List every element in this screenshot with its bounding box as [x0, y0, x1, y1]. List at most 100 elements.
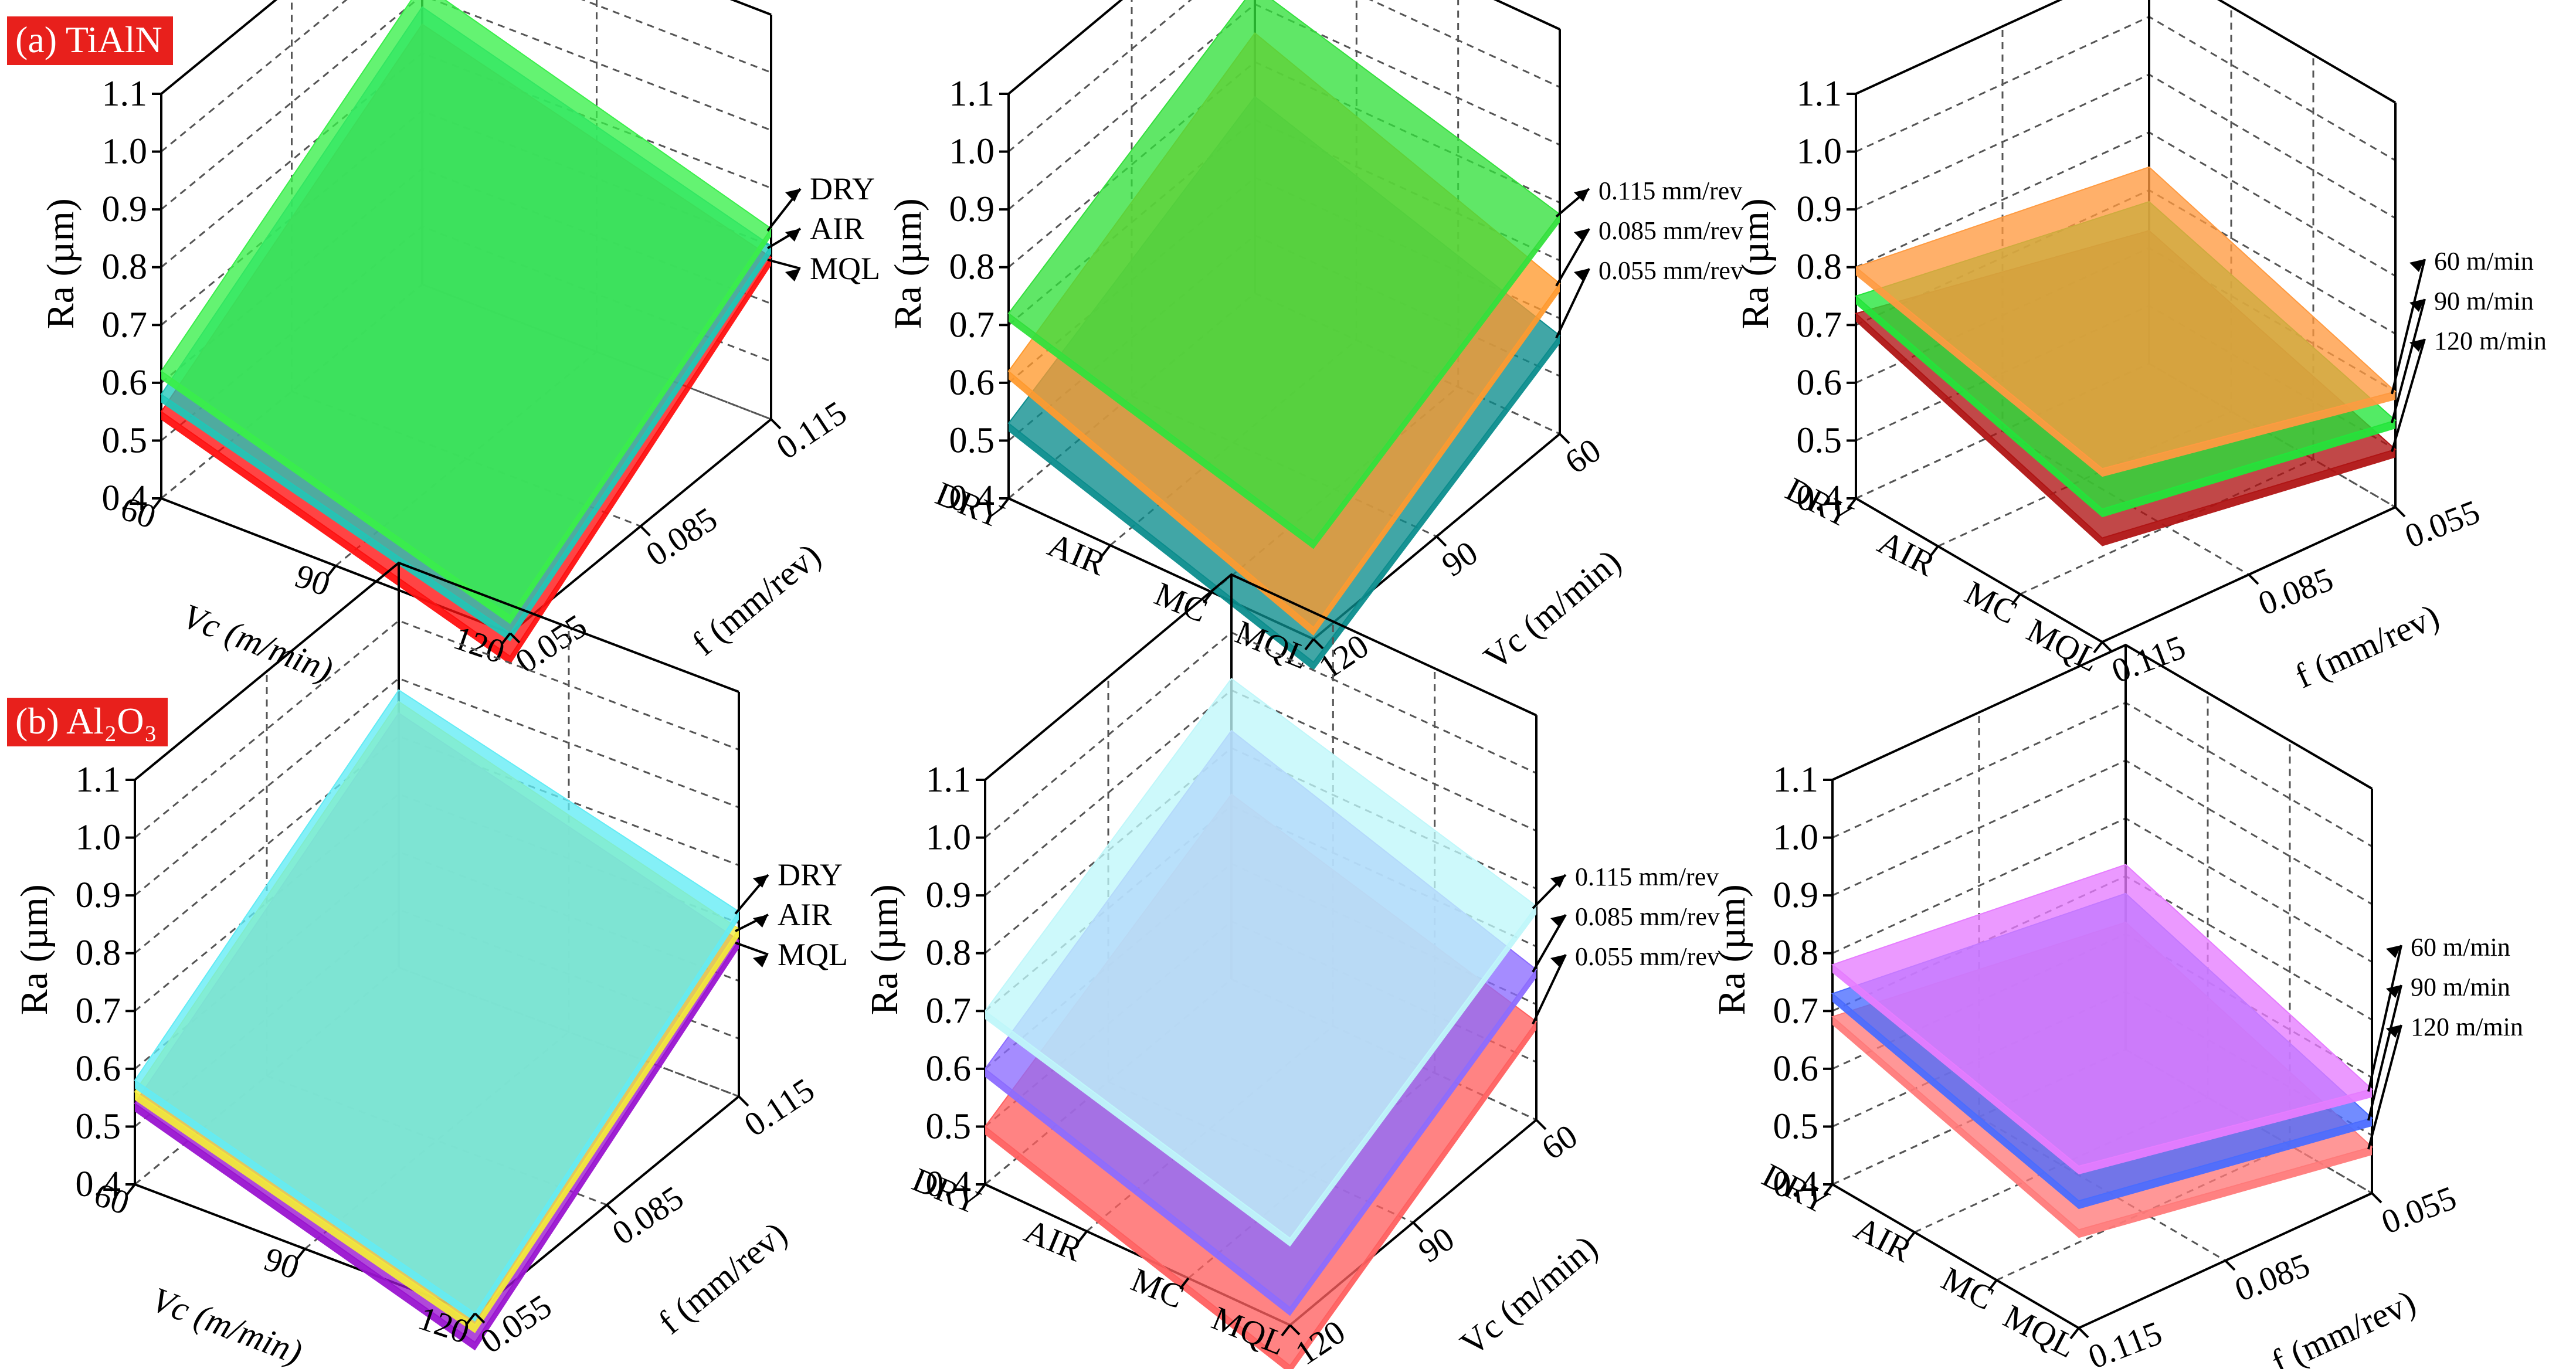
z-tick-label: 0.7: [949, 305, 995, 345]
leader-line: [735, 941, 769, 956]
z-tick-label: 0.7: [102, 305, 148, 345]
z-tick-label: 1.1: [76, 760, 121, 800]
gridline-z: [134, 735, 739, 954]
leader-arrowhead: [1550, 875, 1566, 888]
z-tick-label: 0.6: [1773, 1049, 1819, 1089]
x-tick-label: AIR: [1872, 523, 1942, 584]
x-tick: [1929, 545, 1939, 558]
gridline-floor: [2149, 362, 2396, 508]
y-tick: [474, 1312, 486, 1324]
panel-label-b: (b) Al₂O₃: [7, 698, 168, 747]
z-tick-label: 1.0: [949, 132, 995, 172]
leader-arrowhead: [2386, 985, 2401, 998]
series-label: 0.055 mm/rev: [1598, 256, 1743, 285]
axis-frame-top: [1832, 643, 2373, 790]
z-tick-label: 0.5: [76, 1106, 121, 1146]
z-tick-label: 0.7: [1797, 305, 1842, 345]
surface-DRY: [134, 689, 740, 1315]
leader-arrowhead: [2409, 259, 2425, 272]
z-tick-label: 0.6: [76, 1049, 121, 1089]
y-tick-label: 0.085: [2229, 1246, 2314, 1309]
leader-arrowhead: [1574, 229, 1589, 242]
leader-line: [767, 259, 801, 270]
gridline-z: [134, 677, 739, 896]
gridline-z: [161, 0, 772, 210]
z-tick-label: 0.5: [1773, 1106, 1819, 1146]
x-tick: [1905, 1231, 1916, 1244]
y-tick: [2224, 1259, 2236, 1271]
z-tick-label: 0.7: [926, 991, 972, 1031]
y-axis-title: Vc (m/min): [1477, 542, 1628, 677]
z-tick-label: 0.6: [102, 363, 148, 403]
z-axis-title: Ra (µm): [1734, 198, 1777, 329]
y-axis-title: f (mm/rev): [2289, 596, 2445, 695]
series-label: MQL: [810, 251, 880, 286]
x-tick-label: AIR: [1848, 1209, 1918, 1270]
y-tick: [1559, 433, 1570, 444]
z-tick-label: 0.8: [1773, 933, 1819, 973]
z-tick-label: 0.4: [1797, 478, 1842, 518]
x-tick: [2093, 641, 2103, 654]
y-tick-label: 0.055: [2376, 1179, 2461, 1241]
y-tick: [1289, 1324, 1301, 1336]
y-tick: [1312, 638, 1324, 650]
z-tick-label: 0.9: [76, 875, 121, 915]
axis-frame-top: [1855, 0, 2397, 104]
series-label: 120 m/min: [2411, 1013, 2523, 1041]
z-tick-label: 0.4: [1773, 1164, 1819, 1204]
series-label: 60 m/min: [2411, 933, 2510, 962]
x-tick: [1203, 591, 1213, 604]
gridline-z: [1855, 15, 2396, 161]
series-label: AIR: [810, 211, 864, 246]
y-tick-label: 0.055: [2399, 493, 2485, 555]
series-label: AIR: [778, 897, 832, 932]
y-tick: [2371, 1192, 2382, 1204]
z-tick-label: 0.5: [949, 420, 995, 460]
x-tick: [1304, 638, 1315, 651]
z-tick-label: 1.1: [926, 760, 972, 800]
y-tick: [509, 632, 521, 644]
gridline-z: [1832, 701, 2373, 847]
z-tick-label: 0.9: [1773, 875, 1819, 915]
z-axis-title: Ra (µm): [887, 198, 929, 329]
leader-line: [2367, 984, 2402, 1121]
leader-arrowhead: [1574, 269, 1589, 281]
y-axis-title: Vc (m/min): [1453, 1228, 1605, 1363]
gridline-floor: [1978, 1116, 2226, 1262]
z-tick-label: 0.8: [926, 933, 972, 973]
z-tick-label: 1.1: [102, 74, 148, 114]
gridline-z: [134, 619, 739, 838]
z-tick-label: 0.8: [949, 247, 995, 287]
z-tick-label: 0.5: [102, 420, 148, 460]
z-tick-label: 0.4: [102, 478, 148, 518]
surface-edge-90-m-min: [1856, 296, 2395, 518]
leader-arrowhead: [2409, 339, 2425, 352]
x-tick: [326, 565, 337, 578]
series-label: 0.115 mm/rev: [1575, 862, 1719, 891]
y-axis-title: f (mm/rev): [2266, 1282, 2421, 1369]
x-tick: [1101, 544, 1111, 557]
x-tick: [1179, 1277, 1190, 1290]
x-tick: [2011, 593, 2021, 606]
z-tick-label: 0.8: [102, 247, 148, 287]
leader-line: [2367, 1024, 2402, 1150]
z-axis-title: Ra (µm): [863, 884, 906, 1015]
z-axis-title: Ra (µm): [1710, 884, 1753, 1015]
x-axis-title: Vc (m/min): [178, 596, 338, 689]
x-tick: [2069, 1327, 2080, 1340]
y-axis-title: f (mm/rev): [651, 1214, 794, 1342]
z-tick-label: 0.4: [949, 478, 995, 518]
gridline-z: [1832, 644, 2373, 790]
leader-line: [2367, 945, 2402, 1092]
leader-arrowhead: [1550, 915, 1566, 928]
surface-DRY: [160, 0, 772, 617]
z-tick-label: 0.4: [76, 1164, 121, 1204]
x-tick-label: AIR: [1019, 1211, 1088, 1269]
z-tick-label: 0.9: [926, 875, 972, 915]
x-tick-label: AIR: [1043, 525, 1111, 583]
axis-frame-top: [160, 0, 772, 95]
x-axis-title: Vc (m/min): [147, 1280, 307, 1369]
z-tick-label: 1.0: [1773, 818, 1819, 858]
series-label: DRY: [810, 171, 875, 206]
